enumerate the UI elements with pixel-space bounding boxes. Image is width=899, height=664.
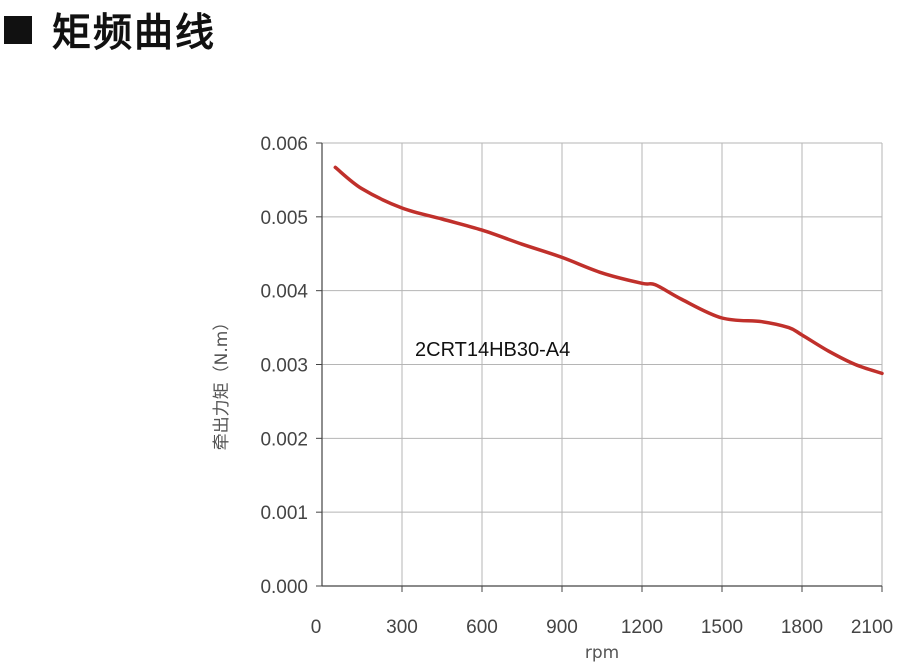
axes — [316, 142, 883, 592]
model-annotation: 2CRT14HB30-A4 — [415, 339, 570, 361]
y-tick-label: 0.002 — [260, 429, 308, 450]
y-tick-label: 0.004 — [260, 282, 308, 303]
y-axis-label: 牵出力矩（N.m） — [212, 314, 232, 451]
x-tick-label: 2100 — [851, 617, 893, 638]
y-tick-label: 0.001 — [260, 503, 308, 524]
series-line — [333, 165, 884, 376]
x-tick-label: 0 — [311, 617, 322, 638]
y-tick-label: 0.005 — [260, 208, 308, 229]
y-tick-label: 0.000 — [260, 577, 308, 598]
y-tick-label: 0.003 — [260, 356, 308, 377]
x-tick-label: 300 — [386, 617, 418, 638]
grid-lines — [322, 142, 883, 586]
x-tick-label: 1800 — [781, 617, 823, 638]
page-title: 矩频曲线 — [52, 11, 217, 56]
x-tick-label: 1200 — [621, 617, 663, 638]
x-axis-label: rpm — [585, 643, 619, 663]
page-header: 矩频曲线 — [0, 0, 216, 60]
x-tick-label: 1500 — [701, 617, 743, 638]
tick-labels: 0.000 0.001 0.002 0.003 0.004 0.005 0.006 0 300 6… — [260, 134, 893, 638]
x-tick-label: 900 — [546, 617, 578, 638]
filled-square-icon — [4, 16, 32, 44]
series-lines — [333, 165, 884, 376]
x-tick-label: 600 — [466, 617, 498, 638]
y-tick-label: 0.006 — [260, 134, 308, 155]
